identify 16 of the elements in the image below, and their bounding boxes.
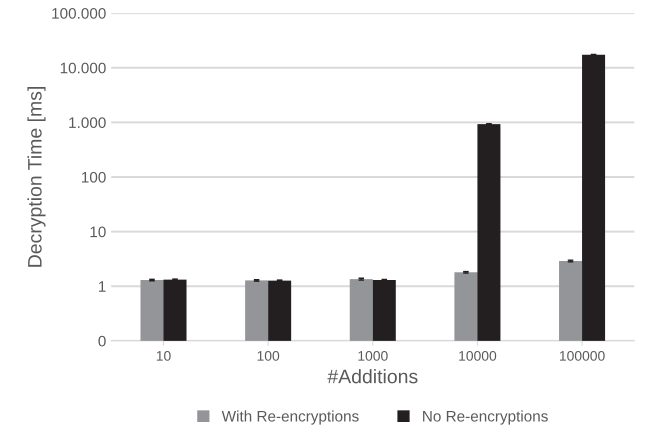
x-tick-label: 1000 [358, 350, 388, 361]
y-tick-label: 0 [98, 336, 106, 347]
y-tick-label: 100.000 [52, 8, 106, 19]
y-tick-label: 1.000 [69, 117, 106, 128]
y-tick-label: 1 [98, 281, 106, 292]
y-tick-label: 10.000 [60, 62, 106, 74]
y-axis-title: Decryption Time [ms] [27, 87, 46, 267]
x-axis-title: #Additions [327, 369, 418, 384]
y-tick-label: 10 [90, 226, 106, 238]
y-tick-label: 100 [82, 172, 106, 183]
legend-label: No Re-encryptions [423, 410, 548, 425]
x-tick-label: 10 [156, 350, 171, 361]
x-tick-label: 10000 [459, 350, 496, 361]
legend-label: With Re-encryptions [222, 410, 359, 425]
x-tick-label: 100 [258, 350, 280, 361]
x-tick-label: 100000 [560, 350, 605, 361]
